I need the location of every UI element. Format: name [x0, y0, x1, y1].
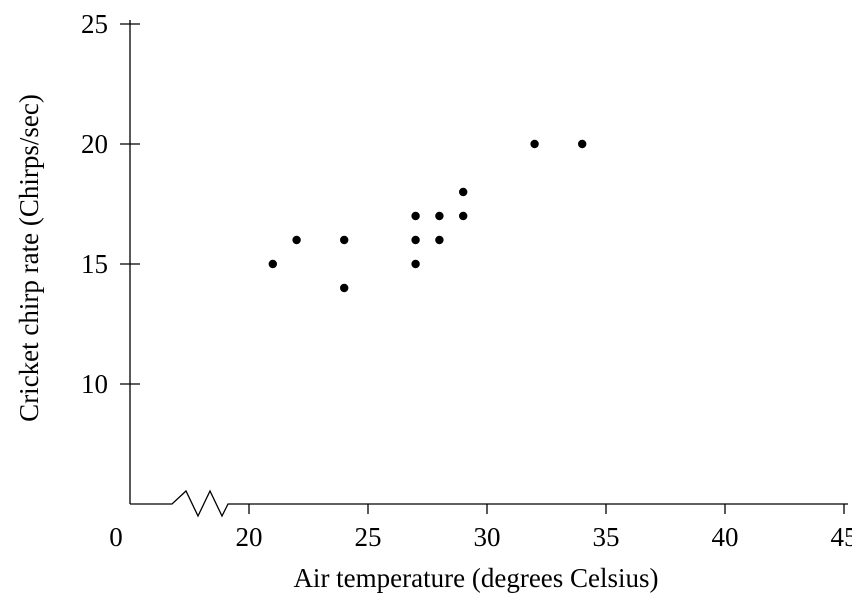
- data-point: [411, 259, 420, 269]
- y-tick-label: 20: [81, 129, 108, 159]
- axes: [129, 20, 848, 518]
- y-tick-label: 25: [81, 9, 108, 39]
- y-axis-ticks: 10 15 20 25: [81, 9, 140, 399]
- data-point: [411, 211, 420, 221]
- x-tick-label: 25: [355, 522, 382, 552]
- data-point: [459, 211, 468, 221]
- y-tick-label: 15: [81, 249, 108, 279]
- data-point: [340, 235, 349, 245]
- x-tick-label: 20: [236, 522, 263, 552]
- data-point: [435, 235, 444, 245]
- data-point: [292, 235, 301, 245]
- x-tick-label-origin: 0: [109, 522, 123, 552]
- data-points: [268, 139, 587, 293]
- data-point: [435, 211, 444, 221]
- y-tick-label: 10: [81, 369, 108, 399]
- y-axis-title: Cricket chirp rate (Chirps/sec): [14, 94, 44, 422]
- x-axis-line: [130, 489, 848, 518]
- data-point: [459, 187, 468, 197]
- x-tick-label: 45: [831, 522, 852, 552]
- data-point: [578, 139, 587, 149]
- data-point: [530, 139, 539, 149]
- data-point: [340, 283, 349, 293]
- data-point: [268, 259, 277, 269]
- x-tick-label: 35: [593, 522, 620, 552]
- x-tick-label: 40: [712, 522, 739, 552]
- x-tick-label: 30: [474, 522, 501, 552]
- x-axis-ticks: 0 20 25 30 35 40 45: [109, 504, 852, 552]
- data-point: [411, 235, 420, 245]
- x-axis-title: Air temperature (degrees Celsius): [293, 563, 658, 593]
